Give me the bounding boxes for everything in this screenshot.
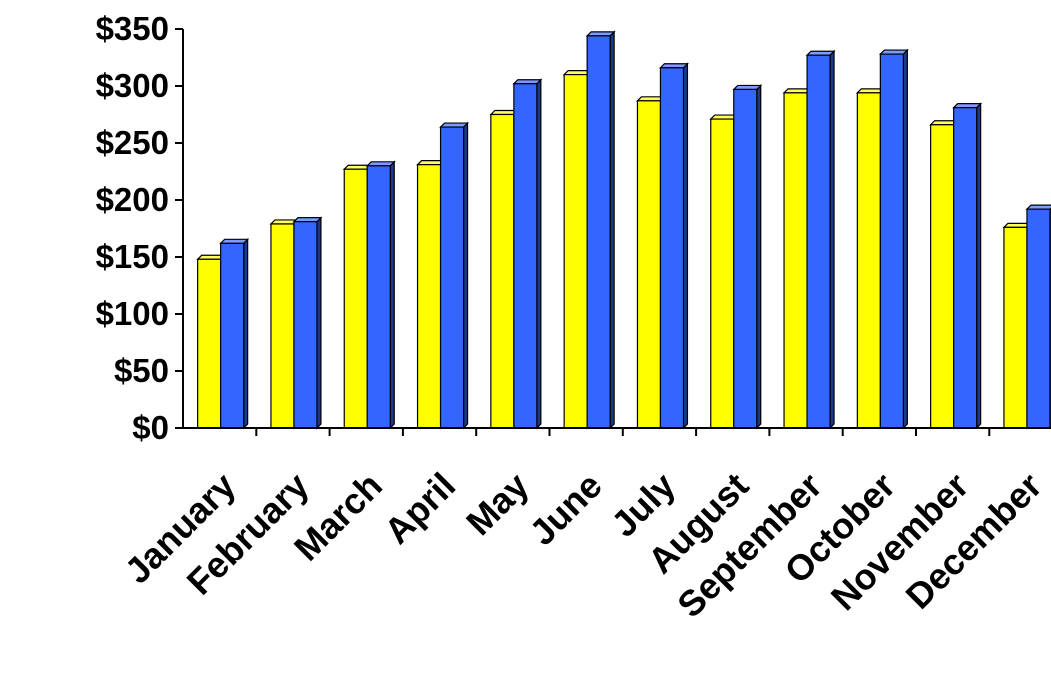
axes xyxy=(175,28,1051,436)
bar-2-february xyxy=(292,216,323,430)
bar-group xyxy=(196,30,1051,430)
y-tick-label: $50 xyxy=(114,352,169,389)
bar-2-october xyxy=(878,48,909,430)
bar-2-june xyxy=(585,30,616,430)
y-tick-label: $0 xyxy=(132,409,169,446)
bar-2-september xyxy=(805,49,836,430)
bar-2-july xyxy=(659,62,689,430)
bar-2-november xyxy=(952,102,983,430)
y-tick-label: $350 xyxy=(96,10,169,47)
y-tick-label: $150 xyxy=(96,238,169,275)
y-tick-label: $100 xyxy=(96,295,169,332)
y-tick-label: $300 xyxy=(96,67,169,104)
bar-2-december xyxy=(1025,204,1051,430)
bar-2-may xyxy=(512,78,543,430)
y-tick-label: $200 xyxy=(96,181,169,218)
x-tick-label: May xyxy=(458,465,537,544)
bar-2-march xyxy=(365,160,396,430)
bar-2-april xyxy=(439,121,469,430)
bar-2-january xyxy=(219,237,250,430)
y-tick-label: $250 xyxy=(96,124,169,161)
x-tick-label: April xyxy=(376,465,463,552)
bar-2-august xyxy=(732,83,763,430)
x-tick-label: June xyxy=(521,465,609,553)
